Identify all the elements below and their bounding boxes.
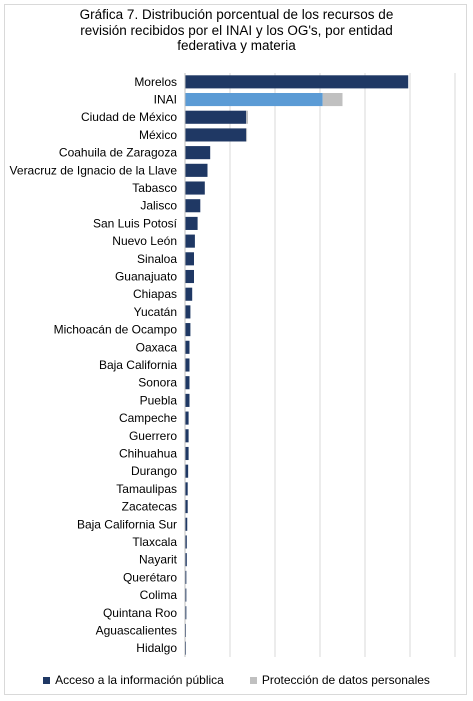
bar-acceso xyxy=(185,252,194,266)
bar-acceso xyxy=(185,446,189,461)
bar-acceso xyxy=(185,429,189,443)
bar-acceso xyxy=(185,216,198,230)
bar-acceso xyxy=(185,305,191,319)
category-label: Oaxaca xyxy=(136,340,178,354)
category-label: Jalisco xyxy=(140,199,177,213)
category-label: Aguascalientes xyxy=(96,623,177,637)
chart-legend: Acceso a la información pública Protecci… xyxy=(0,672,473,688)
chart-title-line-3: federativa y materia xyxy=(177,38,296,53)
bar-acceso xyxy=(185,146,211,160)
bar-acceso xyxy=(185,553,187,567)
bar-acceso xyxy=(185,500,188,514)
legend-item-proteccion: Protección de datos personales xyxy=(249,673,430,687)
bar-acceso xyxy=(185,393,190,407)
bar-acceso xyxy=(185,606,187,620)
bar-acceso xyxy=(185,199,201,213)
category-label: Colima xyxy=(140,588,178,602)
category-label: Veracruz de Ignacio de la Llave xyxy=(10,163,178,177)
legend-item-acceso: Acceso a la información pública xyxy=(43,673,224,687)
legend-swatch-proteccion xyxy=(249,676,257,684)
legend-label-acceso: Acceso a la información pública xyxy=(55,673,224,687)
bar-proteccion xyxy=(246,128,248,142)
bar-acceso xyxy=(185,376,190,390)
bar-acceso xyxy=(185,128,247,142)
category-label: México xyxy=(139,128,177,142)
category-label: Quintana Roo xyxy=(103,606,177,620)
bar-acceso xyxy=(185,464,189,478)
category-label: Hidalgo xyxy=(136,641,177,655)
bar-acceso xyxy=(185,234,195,248)
category-label: Tamaulipas xyxy=(116,482,177,496)
category-label: Yucatán xyxy=(134,305,177,319)
category-label: Ciudad de México xyxy=(81,110,177,124)
bar-acceso xyxy=(185,287,193,301)
category-label: Sinaloa xyxy=(137,252,177,266)
bar-acceso xyxy=(185,110,247,124)
bar-acceso xyxy=(185,570,187,584)
bar-acceso xyxy=(185,535,187,549)
category-label: Tabasco xyxy=(132,181,177,195)
legend-label-proteccion: Protección de datos personales xyxy=(261,673,430,687)
bar-acceso xyxy=(185,517,188,531)
category-label: Durango xyxy=(131,464,177,478)
category-label: Sonora xyxy=(138,376,177,390)
bar-acceso xyxy=(185,588,187,602)
bar-acceso xyxy=(185,411,189,425)
category-label: INAI xyxy=(154,93,177,107)
category-label: Zacatecas xyxy=(122,500,177,514)
category-label: Campeche xyxy=(119,411,177,425)
bar-acceso xyxy=(185,269,194,284)
category-label: Tlaxcala xyxy=(132,535,177,549)
chart-title-line-1: Gráfica 7. Distribución porcentual de lo… xyxy=(79,7,394,22)
category-label: Puebla xyxy=(140,393,178,407)
bar-acceso xyxy=(185,181,205,195)
bar-acceso xyxy=(185,340,190,354)
category-label: Baja California Sur xyxy=(77,517,177,531)
category-label: Morelos xyxy=(134,75,177,89)
category-label: San Luis Potosí xyxy=(93,216,178,230)
chart-title: Gráfica 7. Distribución porcentual de lo… xyxy=(0,7,473,54)
bar-acceso xyxy=(185,358,190,372)
bar-acceso xyxy=(185,92,323,107)
chart-title-line-2: revisión recibidos por el INAI y los OG'… xyxy=(80,22,393,38)
category-label: Nayarit xyxy=(139,553,178,567)
category-label: Michoacán de Ocampo xyxy=(54,323,178,337)
bar-acceso xyxy=(185,75,409,89)
category-label: Chiapas xyxy=(133,287,177,301)
bar-proteccion xyxy=(246,110,248,124)
category-label: Guanajuato xyxy=(115,270,177,284)
category-label: Chihuahua xyxy=(119,446,177,460)
legend-swatch-acceso xyxy=(43,676,51,684)
category-label: Guerrero xyxy=(129,429,177,443)
category-label: Coahuila de Zaragoza xyxy=(59,146,177,160)
bar-acceso xyxy=(185,163,208,177)
bar-proteccion xyxy=(322,92,343,107)
category-label: Querétaro xyxy=(123,570,177,584)
bar-acceso xyxy=(185,323,191,337)
category-label: Nuevo León xyxy=(112,234,177,248)
bar-acceso xyxy=(185,482,188,496)
category-label: Baja California xyxy=(99,358,177,372)
